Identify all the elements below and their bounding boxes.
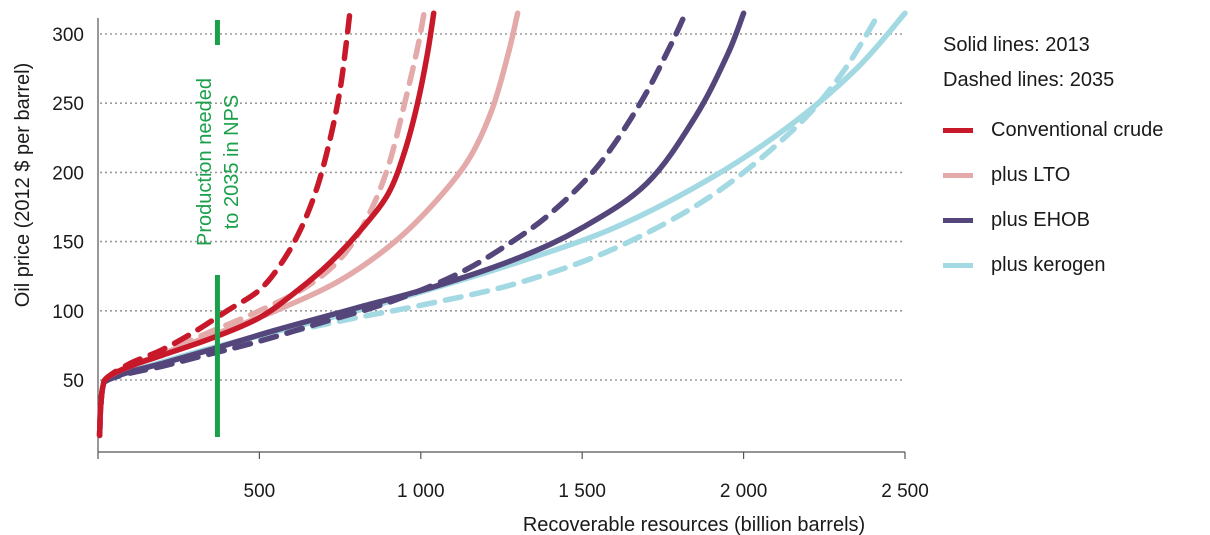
x-tick-label: 1 000 <box>397 481 445 502</box>
legend-note-solid: Solid lines: 2013 <box>943 34 1090 56</box>
series-lines <box>96 10 908 439</box>
x-tick-label: 500 <box>244 481 276 502</box>
series-line-plus-lto-dashed <box>96 10 427 439</box>
legend-item-plus-ehob: plus EHOB <box>943 198 1163 243</box>
legend-note-dashed: Dashed lines: 2035 <box>943 69 1115 91</box>
y-tick-label: 100 <box>52 302 84 323</box>
legend-label: plus LTO <box>991 164 1071 186</box>
legend-item-plus-kerogen: plus kerogen <box>943 243 1163 288</box>
annotation-text-line-2: to 2035 in NPS <box>221 95 243 230</box>
y-tick-label: 300 <box>52 25 84 46</box>
x-tick-label: 2 500 <box>881 481 929 502</box>
series-line-conventional-crude-solid <box>96 10 437 439</box>
series-line-plus-ehob-dashed <box>96 10 689 439</box>
legend-swatch <box>943 263 973 268</box>
legend-label: plus EHOB <box>991 209 1090 231</box>
legend-label: plus kerogen <box>991 254 1106 276</box>
legend-swatch <box>943 128 973 133</box>
x-tick-label: 2 000 <box>720 481 768 502</box>
legend-swatch <box>943 218 973 223</box>
y-tick-label: 150 <box>52 233 84 254</box>
legend-swatch <box>943 173 973 178</box>
y-tick-label: 50 <box>63 371 84 392</box>
legend: Solid lines: 2013 Dashed lines: 2035 Con… <box>943 30 1163 288</box>
grid <box>100 33 905 381</box>
legend-label: Conventional crude <box>991 119 1164 141</box>
axes: 50 100 150 200 250 300 500 1 000 1 500 2 000 2 500 <box>52 18 929 502</box>
y-tick-label: 250 <box>52 94 84 115</box>
x-axis-title: Recoverable resources (billion barrels) <box>523 514 865 535</box>
y-tick-label: 200 <box>52 163 84 184</box>
annotation-text-line-1: Production needed <box>194 78 216 246</box>
y-axis-title: Oil price (2012 $ per barrel) <box>12 63 34 308</box>
x-tick-label: 1 500 <box>558 481 606 502</box>
series-line-plus-lto-solid <box>96 10 521 439</box>
legend-item-conventional-crude: Conventional crude <box>943 108 1163 153</box>
legend-item-plus-lto: plus LTO <box>943 153 1163 198</box>
annotation: Production needed to 2035 in NPS <box>194 20 243 437</box>
